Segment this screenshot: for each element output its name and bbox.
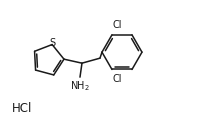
Text: Cl: Cl xyxy=(113,20,122,30)
Text: Cl: Cl xyxy=(113,74,122,85)
Text: HCl: HCl xyxy=(12,102,32,116)
Text: NH$_2$: NH$_2$ xyxy=(70,79,90,93)
Text: S: S xyxy=(49,38,55,48)
